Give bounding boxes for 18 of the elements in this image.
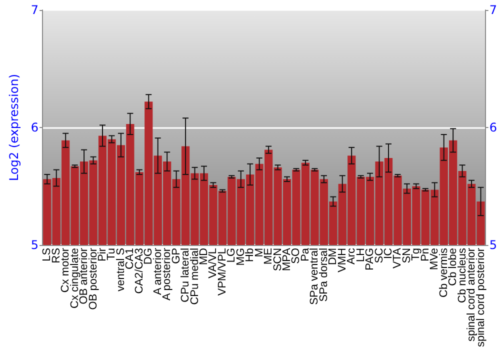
y2-tick-label: 7 <box>489 3 498 17</box>
x-tick-label: RS <box>50 248 62 264</box>
x-tick-label: MVe <box>428 248 441 270</box>
x-tick-label: Pir <box>96 248 108 262</box>
y-tick-label: 5 <box>30 238 39 252</box>
y-tick-label: 6 <box>30 120 39 134</box>
y-axis-title: Log2 (expression) <box>7 74 21 181</box>
x-tick-label: SN <box>400 248 413 264</box>
x-tick-label: SPa dorsal <box>318 248 330 302</box>
x-tick-label: CPu medial <box>188 248 201 305</box>
x-tick-label: Tg <box>410 248 422 261</box>
y-tick-label: 7 <box>30 3 39 17</box>
x-tick-label: Arc <box>346 247 358 264</box>
x-tick-label: IC <box>382 248 394 259</box>
x-tick-label: VPM/VPL <box>216 248 228 296</box>
x-tick-label: SCN <box>272 248 284 272</box>
y2-tick-label: 6 <box>489 120 498 134</box>
y2-tick-label: 5 <box>489 238 498 252</box>
